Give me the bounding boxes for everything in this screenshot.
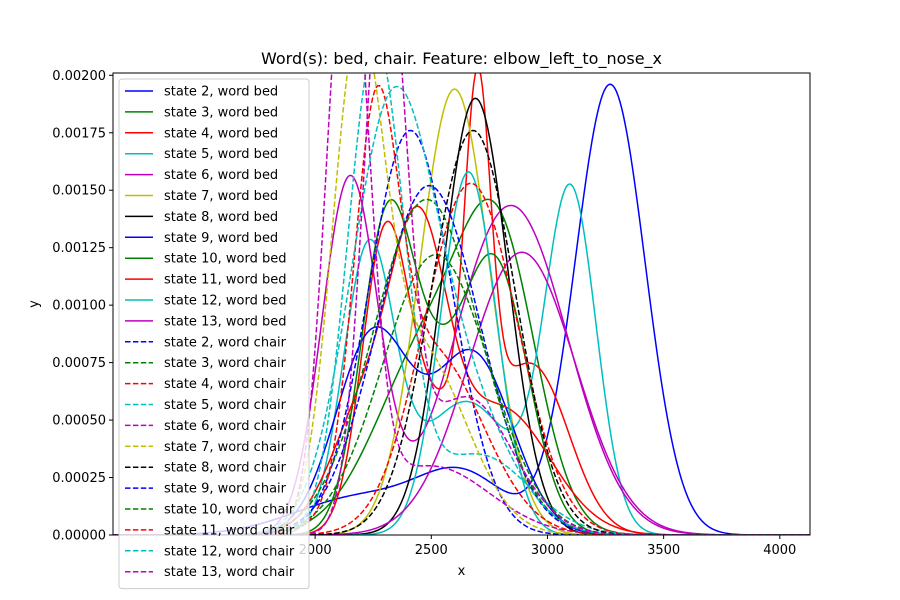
legend-label: state 13, word bed bbox=[164, 314, 286, 329]
series-line-14 bbox=[113, 253, 810, 535]
legend-label: state 6, word chair bbox=[164, 419, 287, 434]
legend-label: state 10, word chair bbox=[164, 503, 295, 518]
series-line-12 bbox=[113, 251, 810, 535]
legend-label: state 5, word bed bbox=[164, 147, 278, 162]
legend: state 2, word bed state 3, word bed state … bbox=[118, 78, 310, 590]
series-line-11 bbox=[113, 171, 810, 535]
y-tick-label: 0.00125 bbox=[52, 241, 106, 256]
series-line-19 bbox=[113, 129, 810, 535]
legend-label: state 8, word bed bbox=[164, 210, 278, 225]
legend-label: state 8, word chair bbox=[164, 461, 287, 476]
x-tick-label: 2500 bbox=[415, 543, 448, 558]
legend-label: state 3, word bed bbox=[164, 105, 278, 120]
series-line-23 bbox=[113, 85, 810, 535]
series-line-9 bbox=[113, 198, 810, 535]
legend-box bbox=[118, 78, 310, 590]
legend-label: state 7, word bed bbox=[164, 189, 278, 204]
series-line-20 bbox=[113, 184, 810, 535]
legend-label: state 2, word bed bbox=[164, 85, 278, 100]
series-line-4 bbox=[113, 183, 810, 535]
series-line-15 bbox=[113, 182, 810, 535]
legend-label: state 9, word chair bbox=[164, 482, 287, 497]
y-tick-label: 0.00075 bbox=[52, 356, 106, 371]
x-tick-label: 4000 bbox=[763, 543, 796, 558]
y-tick-label: 0.00150 bbox=[52, 184, 106, 199]
x-tick-label: 3000 bbox=[531, 543, 564, 558]
series-line-21 bbox=[113, 198, 810, 535]
legend-label: state 6, word bed bbox=[164, 168, 278, 183]
legend-label: state 4, word bed bbox=[164, 126, 278, 141]
legend-label: state 3, word chair bbox=[164, 356, 287, 371]
series-line-13 bbox=[113, 129, 810, 535]
series-line-7 bbox=[113, 97, 810, 535]
y-tick-label: 0.00200 bbox=[52, 69, 106, 84]
y-tick-label: 0.00025 bbox=[52, 471, 106, 486]
legend-label: state 5, word chair bbox=[164, 398, 287, 413]
y-tick-label: 0.00175 bbox=[52, 126, 106, 141]
x-axis-label: x bbox=[458, 564, 466, 579]
legend-label: state 2, word chair bbox=[164, 335, 287, 350]
y-axis-label: y bbox=[27, 300, 42, 308]
legend-label: state 4, word chair bbox=[164, 377, 287, 392]
legend-label: state 12, word bed bbox=[164, 294, 286, 309]
y-axis-ticks: 0.00000 0.00025 0.00050 0.00075 0.00100 0.001… bbox=[52, 69, 113, 544]
series-line-24 bbox=[113, 73, 810, 535]
legend-label: state 12, word chair bbox=[164, 544, 295, 559]
legend-label: state 11, word chair bbox=[164, 523, 295, 538]
x-tick-label: 3500 bbox=[647, 543, 680, 558]
series-lines bbox=[113, 73, 810, 535]
legend-label: state 9, word bed bbox=[164, 231, 278, 246]
legend-label: state 10, word bed bbox=[164, 252, 286, 267]
axes-frame bbox=[112, 72, 811, 536]
legend-label: state 13, word chair bbox=[164, 565, 295, 580]
legend-label: state 7, word chair bbox=[164, 440, 287, 455]
series-line-6 bbox=[113, 88, 810, 535]
legend-label: state 11, word bed bbox=[164, 273, 286, 288]
chart-title: Word(s): bed, chair. Feature: elbow_left… bbox=[261, 49, 662, 69]
y-tick-label: 0.00050 bbox=[52, 414, 106, 429]
y-tick-label: 0.00100 bbox=[52, 299, 106, 314]
y-tick-label: 0.00000 bbox=[52, 529, 106, 544]
